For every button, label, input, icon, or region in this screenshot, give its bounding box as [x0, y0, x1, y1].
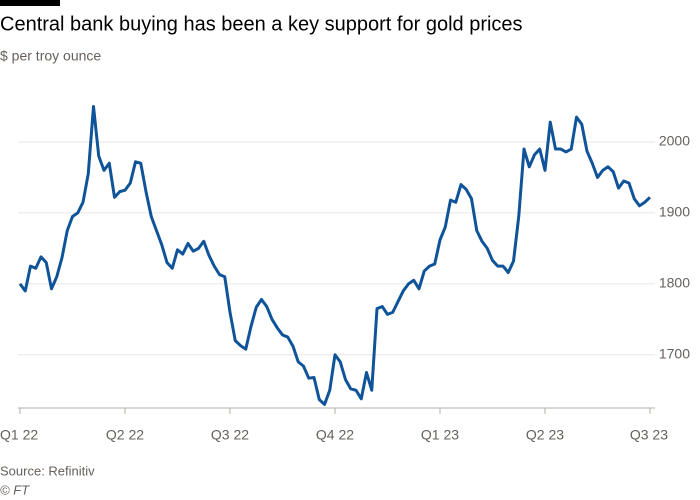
y-tick-label: 1900 — [659, 204, 690, 220]
x-tick-label: Q2 23 — [526, 427, 564, 443]
x-tick-label: Q3 22 — [211, 427, 249, 443]
x-tick-label: Q3 23 — [630, 427, 668, 443]
x-tick-label: Q2 22 — [106, 427, 144, 443]
y-tick-label: 1700 — [659, 345, 690, 361]
x-tick-label: Q1 22 — [0, 427, 38, 443]
y-tick-label: 1800 — [659, 275, 690, 291]
x-tick-label: Q1 23 — [421, 427, 459, 443]
x-tick-label: Q4 22 — [316, 427, 354, 443]
source: Source: Refinitiv — [0, 463, 95, 478]
price-line — [18, 104, 652, 406]
brand-bar — [0, 0, 60, 6]
y-tick-label: 2000 — [659, 133, 690, 149]
chart-subtitle: $ per troy ounce — [0, 48, 101, 64]
credit: © FT — [0, 482, 30, 497]
chart-title: Central bank buying has been a key suppo… — [0, 13, 523, 35]
